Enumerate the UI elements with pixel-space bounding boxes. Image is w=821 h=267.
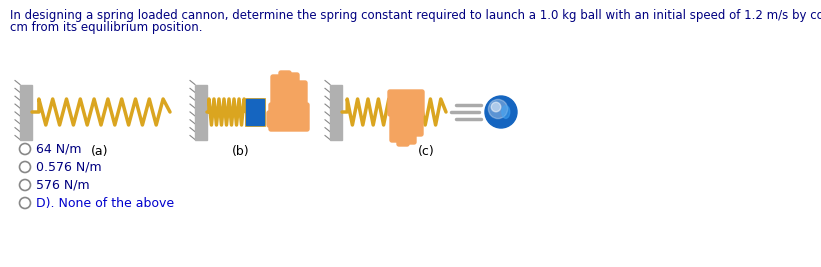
FancyBboxPatch shape bbox=[390, 112, 402, 142]
Bar bbox=[246, 99, 264, 125]
Bar bbox=[246, 99, 264, 125]
Bar bbox=[195, 84, 207, 139]
FancyBboxPatch shape bbox=[404, 112, 416, 144]
FancyBboxPatch shape bbox=[287, 73, 299, 107]
Circle shape bbox=[491, 102, 501, 112]
Text: 0.576 N/m: 0.576 N/m bbox=[35, 160, 101, 174]
Ellipse shape bbox=[502, 106, 510, 118]
FancyBboxPatch shape bbox=[411, 112, 423, 136]
FancyBboxPatch shape bbox=[271, 75, 283, 107]
Bar bbox=[20, 84, 32, 139]
Text: (b): (b) bbox=[232, 146, 250, 159]
Text: In designing a spring loaded cannon, determine the spring constant required to l: In designing a spring loaded cannon, det… bbox=[10, 9, 821, 22]
FancyBboxPatch shape bbox=[279, 71, 291, 107]
Circle shape bbox=[488, 99, 507, 119]
Text: (a): (a) bbox=[91, 146, 108, 159]
Text: 64 N/m: 64 N/m bbox=[35, 143, 81, 155]
Bar bbox=[330, 84, 342, 139]
Circle shape bbox=[485, 96, 517, 128]
Text: (c): (c) bbox=[418, 146, 434, 159]
Text: D). None of the above: D). None of the above bbox=[35, 197, 173, 210]
FancyBboxPatch shape bbox=[388, 90, 424, 116]
FancyBboxPatch shape bbox=[397, 112, 409, 146]
Text: 576 N/m: 576 N/m bbox=[35, 179, 89, 191]
FancyBboxPatch shape bbox=[295, 81, 307, 107]
FancyBboxPatch shape bbox=[269, 103, 309, 131]
Text: cm from its equilibrium position.: cm from its equilibrium position. bbox=[10, 21, 203, 34]
FancyBboxPatch shape bbox=[267, 111, 287, 127]
